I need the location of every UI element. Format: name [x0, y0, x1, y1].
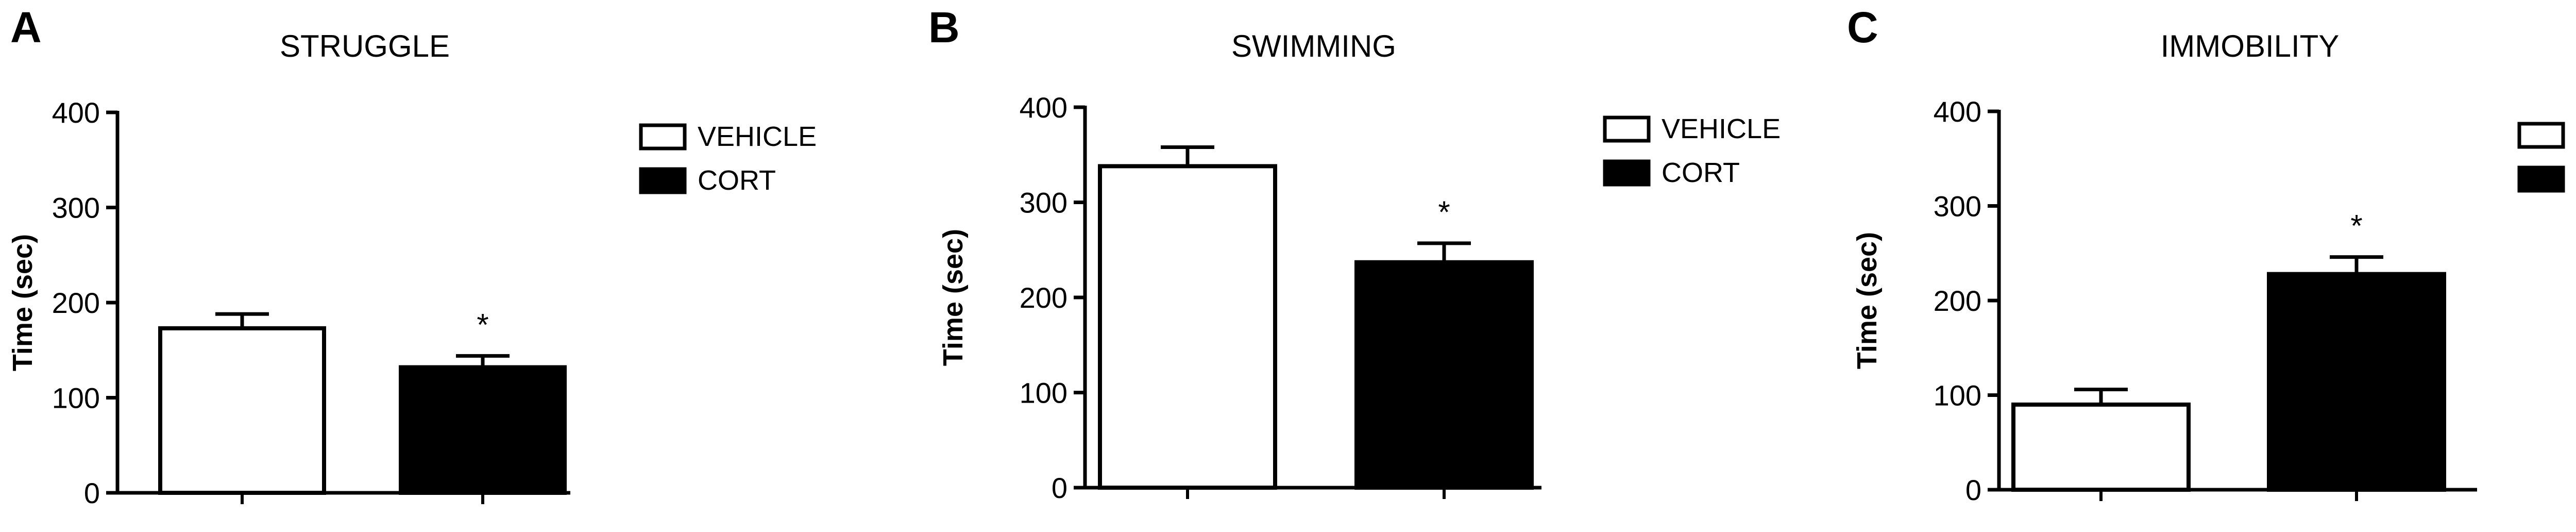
legend-swatch-cort — [639, 167, 687, 194]
legend-swatch-cort — [1603, 159, 1651, 187]
y-tick-label: 300 — [52, 192, 100, 224]
chart-panel-a: A STRUGGLE 0 100 200 300 400 Time (sec) * VEHICLE… — [7, 3, 817, 509]
legend-swatch-vehicle — [639, 123, 687, 151]
y-tick-label: 0 — [1052, 472, 1067, 504]
chart-title: SWIMMING — [1231, 29, 1396, 63]
bar-cort — [399, 365, 567, 495]
significance-marker: * — [477, 307, 488, 342]
y-tick-label: 200 — [1020, 281, 1067, 314]
legend-label-cort: CORT — [698, 165, 776, 196]
y-tick-label: 0 — [84, 477, 100, 509]
legend-swatch-vehicle — [2517, 122, 2565, 149]
y-axis-label: Time (sec) — [1852, 232, 1883, 369]
significance-marker: * — [1438, 195, 1450, 229]
bar-cort — [2267, 272, 2446, 492]
panel-letter: C — [1847, 3, 1878, 52]
legend-swatch-cort — [2517, 165, 2565, 193]
y-tick-label: 300 — [1020, 187, 1067, 219]
y-tick-label: 200 — [52, 287, 100, 319]
y-axis-label: Time (sec) — [7, 234, 38, 371]
panel-letter: A — [10, 3, 42, 52]
bar-vehicle — [1098, 164, 1277, 490]
y-tick-label: 100 — [1934, 379, 1981, 412]
panel-letter: B — [928, 3, 960, 52]
legend-label-vehicle: VEHICLE — [698, 121, 817, 152]
y-tick-label: 0 — [1965, 474, 1981, 506]
chart-title: STRUGGLE — [280, 29, 450, 63]
y-tick-label: 400 — [1020, 91, 1067, 124]
y-tick-label: 200 — [1934, 285, 1981, 317]
chart-title: IMMOBILITY — [2161, 29, 2340, 63]
y-tick-label: 400 — [1934, 95, 1981, 128]
legend-label-cort: CORT — [1662, 157, 1740, 188]
y-tick-label: 300 — [1934, 190, 1981, 223]
significance-marker: * — [2350, 209, 2362, 243]
bar-vehicle — [158, 326, 326, 495]
bar-vehicle — [2011, 402, 2191, 492]
y-tick-label: 100 — [52, 382, 100, 414]
legend-label-vehicle: VEHICLE — [1662, 113, 1781, 144]
y-tick-label: 100 — [1020, 377, 1067, 409]
legend-swatch-vehicle — [1603, 115, 1651, 143]
y-tick-label: 400 — [52, 96, 100, 129]
chart-panel-b: B SWIMMING 0 100 200 300 400 Time (sec) * VEHICLE… — [928, 3, 1781, 504]
y-axis-label: Time (sec) — [938, 229, 969, 366]
bar-cort — [1354, 260, 1534, 490]
